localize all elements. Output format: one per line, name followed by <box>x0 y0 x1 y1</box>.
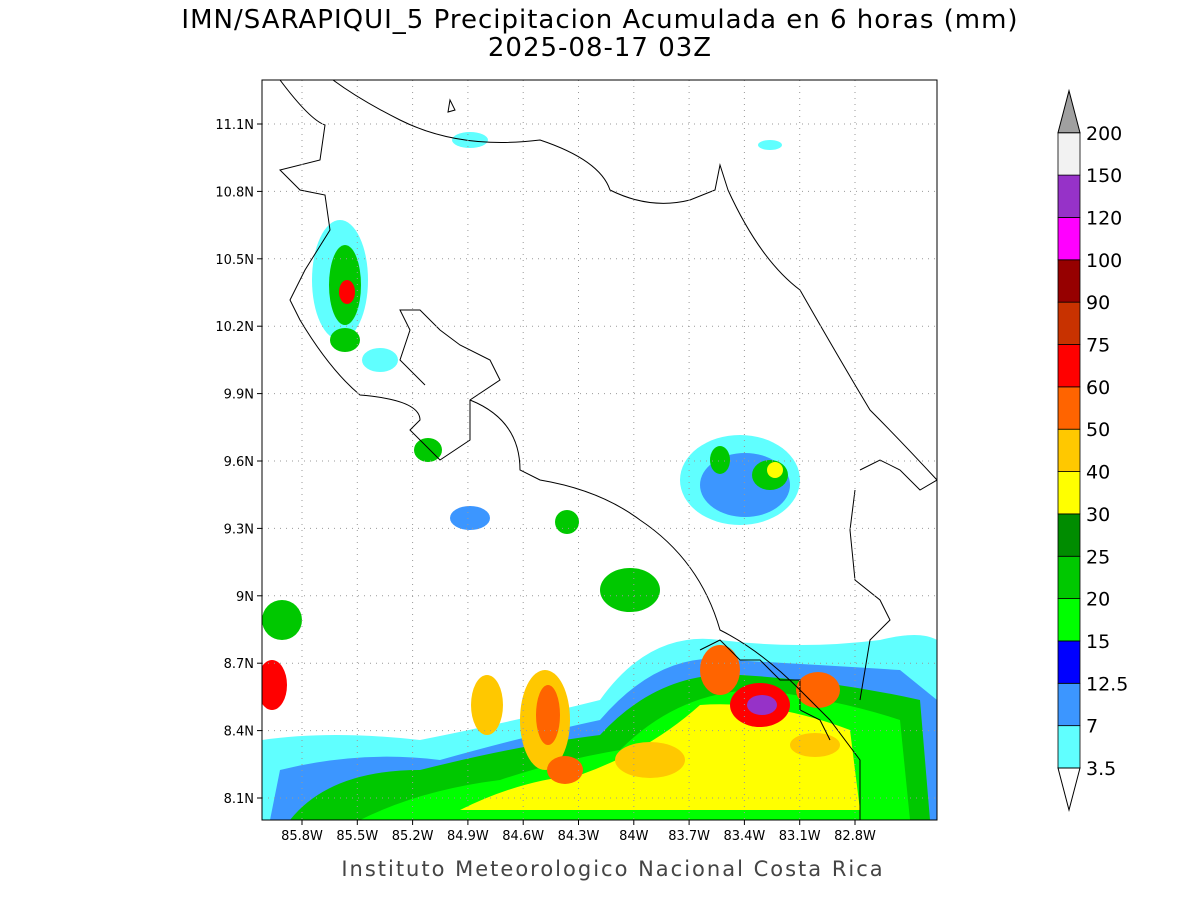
colorbar-segment <box>1057 428 1081 472</box>
colorbar-label: 50 <box>1086 419 1110 441</box>
lat-label: 9.9N <box>224 388 254 403</box>
lat-label: 10.8N <box>215 185 254 200</box>
colorbar-label: 150 <box>1086 165 1122 187</box>
coastline <box>279 80 937 820</box>
subtitle: 2025-08-17 03Z <box>488 33 712 63</box>
colorbar-segment <box>1057 344 1081 388</box>
lon-label: 84.9W <box>447 829 489 844</box>
colorbar-label: 30 <box>1086 504 1110 526</box>
colorbar-segment <box>1057 640 1081 684</box>
colorbar-label: 15 <box>1086 631 1110 653</box>
colorbar-label: 3.5 <box>1086 758 1116 780</box>
colorbar-segment <box>1057 386 1081 430</box>
lat-label: 8.1N <box>224 792 254 807</box>
colorbar-label: 200 <box>1086 123 1122 145</box>
lon-label: 83.4W <box>723 829 765 844</box>
colorbar-segment <box>1057 725 1081 769</box>
lon-label: 84W <box>619 829 649 844</box>
colorbar: 3.5 7 12.5 15 20 25 30 40 50 60 75 90 100 120 150 200 <box>1057 88 1128 812</box>
colorbar-segment <box>1057 555 1081 599</box>
colorbar-label: 7 <box>1086 716 1098 738</box>
precip-field <box>262 132 937 820</box>
colorbar-label: 75 <box>1086 335 1110 357</box>
colorbar-segment <box>1057 301 1081 345</box>
colorbar-under <box>1057 767 1081 812</box>
lon-label: 84.3W <box>558 829 600 844</box>
colorbar-label: 25 <box>1086 546 1110 568</box>
colorbar-segment <box>1057 471 1081 515</box>
colorbar-label: 100 <box>1086 250 1122 272</box>
colorbar-segment <box>1057 174 1081 218</box>
lon-label: 84.6W <box>502 829 544 844</box>
colorbar-segment <box>1057 217 1081 261</box>
colorbar-label: 12.5 <box>1086 673 1128 695</box>
colorbar-label: 90 <box>1086 292 1110 314</box>
colorbar-label: 60 <box>1086 377 1110 399</box>
colorbar-label: 120 <box>1086 207 1122 229</box>
lat-label: 10.5N <box>215 253 254 268</box>
lon-label: 83.7W <box>668 829 710 844</box>
colorbar-segment <box>1057 259 1081 303</box>
colorbar-label: 20 <box>1086 589 1110 611</box>
lat-label: 8.7N <box>224 657 254 672</box>
map-frame <box>261 79 938 821</box>
colorbar-segment <box>1057 682 1081 727</box>
lat-label: 8.4N <box>224 725 254 740</box>
title: IMN/SARAPIQUI_5 Precipitacion Acumulada … <box>181 5 1018 35</box>
lon-label: 85.2W <box>392 829 434 844</box>
colorbar-segment <box>1057 598 1081 642</box>
lat-label: 11.1N <box>215 118 254 133</box>
lon-label: 83.1W <box>779 829 821 844</box>
lon-label: 82.8W <box>834 829 876 844</box>
footer: Instituto Meteorologico Nacional Costa R… <box>341 857 884 881</box>
colorbar-label: 40 <box>1086 462 1110 484</box>
lat-label: 9.3N <box>224 522 254 537</box>
colorbar-segment <box>1057 513 1081 557</box>
lat-label: 9.6N <box>224 455 254 470</box>
lat-label: 10.2N <box>215 320 254 335</box>
lon-label: 85.8W <box>281 829 323 844</box>
lat-label: 9N <box>236 590 254 605</box>
colorbar-segment <box>1057 132 1081 176</box>
colorbar-over <box>1057 88 1081 134</box>
lon-label: 85.5W <box>336 829 378 844</box>
